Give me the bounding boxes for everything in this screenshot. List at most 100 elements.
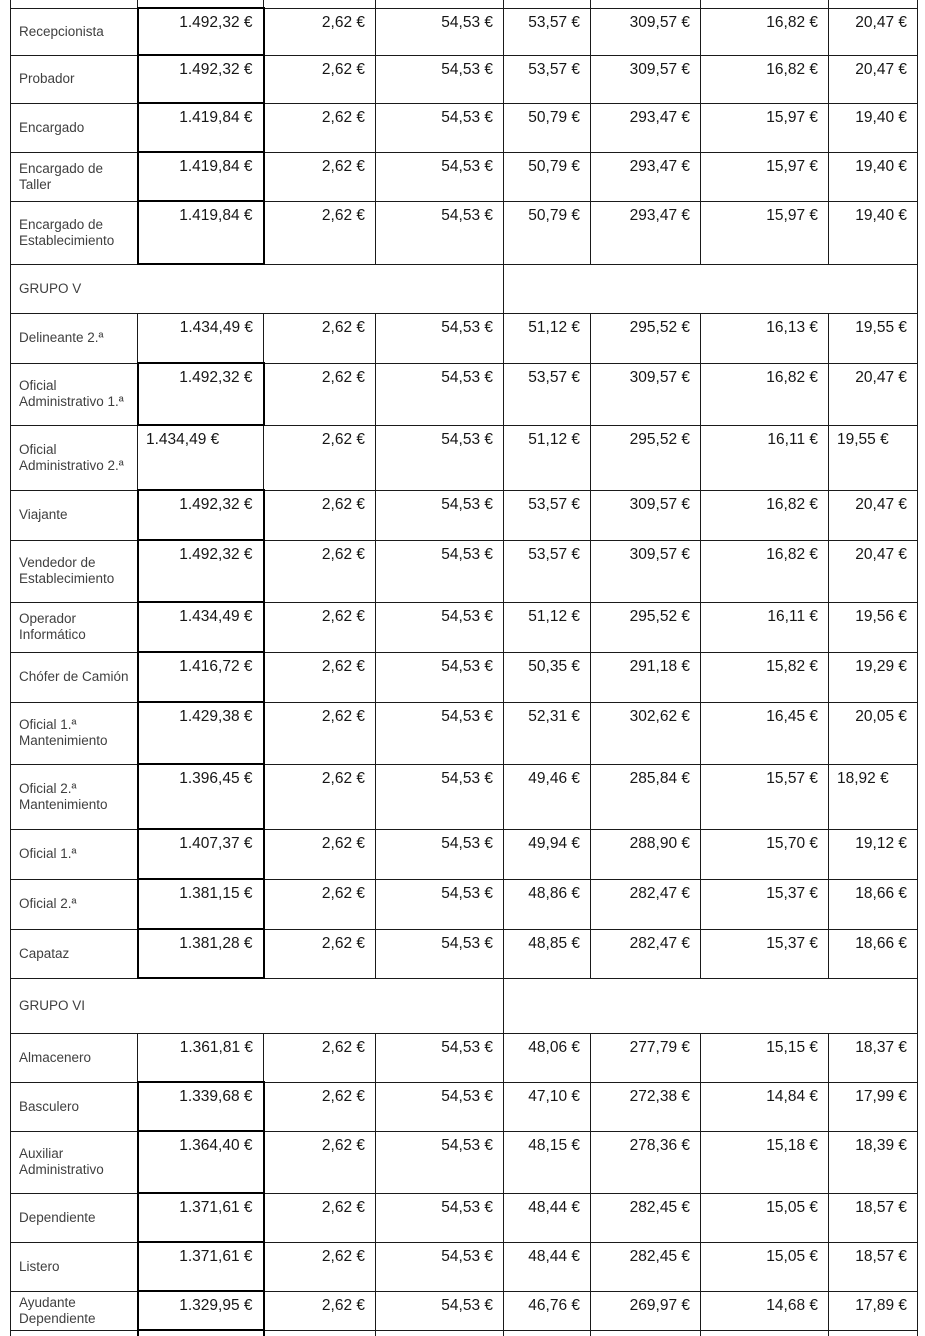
partial-cell — [590, 1329, 701, 1336]
cell-value: 309,57 € — [590, 539, 701, 603]
cell-value: 1.492,32 € — [136, 54, 265, 104]
partial-cell — [263, 1329, 376, 1336]
cell-value: 288,90 € — [590, 828, 701, 880]
partial-cell — [136, 1329, 265, 1336]
row-label: Delineante 2.ª — [10, 312, 138, 364]
cell-value: 2,62 € — [263, 54, 376, 104]
partial-cell — [828, 1329, 918, 1336]
partial-cell — [503, 0, 591, 9]
table-row: Listero 1.371,61 €2,62 €54,53 €48,44 €282… — [10, 1241, 918, 1292]
partial-cell — [137, 0, 264, 9]
cell-value: 1.434,49 € — [137, 312, 264, 364]
cell-value: 2,62 € — [263, 1290, 376, 1331]
cell-value: 1.492,32 € — [136, 362, 265, 426]
cell-value: 2,62 € — [263, 601, 376, 653]
cell-value: 15,05 € — [700, 1241, 829, 1292]
cell-value: 1.396,45 € — [136, 763, 265, 830]
cell-value: 20,47 € — [828, 362, 918, 426]
row-label: Operador Informático — [10, 601, 138, 653]
cell-value: 20,47 € — [828, 539, 918, 603]
cell-value: 19,40 € — [828, 102, 918, 153]
cell-value: 18,92 € — [828, 763, 918, 830]
partial-cell — [375, 1329, 504, 1336]
cell-value: 309,57 € — [590, 362, 701, 426]
cell-value: 2,62 € — [263, 312, 376, 364]
row-label: Auxiliar Administrativo — [10, 1130, 138, 1194]
cell-value: 2,62 € — [263, 1130, 376, 1194]
row-label: Dependiente — [10, 1192, 138, 1243]
table-row: Dependiente 1.371,61 €2,62 €54,53 €48,44 … — [10, 1192, 918, 1243]
cell-value: 15,37 € — [700, 878, 829, 930]
partial-row-top — [10, 0, 918, 9]
cell-value: 282,45 € — [590, 1241, 701, 1292]
cell-value: 52,31 € — [503, 701, 591, 765]
cell-value: 2,62 € — [263, 878, 376, 930]
cell-value: 19,40 € — [828, 200, 918, 265]
cell-value: 18,57 € — [828, 1241, 918, 1292]
cell-value: 48,44 € — [503, 1241, 591, 1292]
table-row: Chófer de Camión 1.416,72 €2,62 €54,53 €5… — [10, 651, 918, 703]
partial-cell — [10, 1329, 138, 1336]
cell-value: 282,47 € — [590, 928, 701, 979]
cell-value: 19,55 € — [828, 424, 918, 491]
cell-value: 14,68 € — [700, 1290, 829, 1331]
table-row: Encargado de Taller 1.419,84 €2,62 €54,53… — [10, 151, 918, 202]
partial-cell — [828, 0, 918, 9]
cell-value: 16,82 € — [700, 7, 829, 56]
cell-value: 1.339,68 € — [136, 1081, 265, 1132]
row-label: Encargado de Establecimiento — [10, 200, 138, 265]
cell-value: 54,53 € — [375, 200, 504, 265]
row-label: Recepcionista — [10, 7, 138, 56]
cell-value: 2,62 € — [263, 1081, 376, 1132]
cell-value: 48,15 € — [503, 1130, 591, 1194]
cell-value: 15,82 € — [700, 651, 829, 703]
row-label: Oficial 2.ª Mantenimiento — [10, 763, 138, 830]
cell-value: 20,05 € — [828, 701, 918, 765]
row-label: Vendedor de Establecimiento — [10, 539, 138, 603]
table-row: Recepcionista 1.492,32 €2,62 €54,53 €53,5… — [10, 7, 918, 56]
cell-value: 2,62 € — [263, 151, 376, 202]
cell-value: 17,89 € — [828, 1290, 918, 1331]
cell-value: 54,53 € — [375, 1032, 504, 1083]
cell-value: 50,79 € — [503, 102, 591, 153]
table-row: Operador Informático 1.434,49 €2,62 €54,5… — [10, 601, 918, 653]
group-label: GRUPO V — [10, 263, 504, 314]
cell-value: 1.492,32 € — [136, 7, 265, 56]
cell-value: 19,29 € — [828, 651, 918, 703]
row-label: Oficial Administrativo 1.ª — [10, 362, 138, 426]
cell-value: 2,62 € — [263, 362, 376, 426]
cell-value: 54,53 € — [375, 424, 504, 491]
cell-value: 16,13 € — [700, 312, 829, 364]
cell-value: 48,86 € — [503, 878, 591, 930]
cell-value: 54,53 € — [375, 1130, 504, 1194]
cell-value: 302,62 € — [590, 701, 701, 765]
cell-value: 19,56 € — [828, 601, 918, 653]
cell-value: 1.371,61 € — [136, 1192, 265, 1243]
table-row: Oficial 1.ª 1.407,37 €2,62 €54,53 €49,94 … — [10, 828, 918, 880]
cell-value: 285,84 € — [590, 763, 701, 830]
cell-value: 1.492,32 € — [136, 539, 265, 603]
cell-value: 50,35 € — [503, 651, 591, 703]
cell-value: 54,53 € — [375, 701, 504, 765]
cell-value: 1.419,84 € — [136, 151, 265, 202]
row-label: Basculero — [10, 1081, 138, 1132]
cell-value: 1.361,81 € — [137, 1032, 264, 1083]
cell-value: 49,46 € — [503, 763, 591, 830]
cell-value: 1.416,72 € — [136, 651, 265, 703]
cell-value: 50,79 € — [503, 151, 591, 202]
cell-value: 309,57 € — [590, 54, 701, 104]
cell-value: 16,82 € — [700, 54, 829, 104]
cell-value: 54,53 € — [375, 7, 504, 56]
cell-value: 1.371,61 € — [136, 1241, 265, 1292]
cell-value: 54,53 € — [375, 102, 504, 153]
table-row: Encargado de Establecimiento 1.419,84 €2,… — [10, 200, 918, 265]
cell-value: 293,47 € — [590, 151, 701, 202]
cell-value: 16,82 € — [700, 362, 829, 426]
cell-value: 15,70 € — [700, 828, 829, 880]
cell-value: 19,40 € — [828, 151, 918, 202]
cell-value: 54,53 € — [375, 539, 504, 603]
cell-value: 54,53 € — [375, 54, 504, 104]
cell-value: 295,52 € — [590, 424, 701, 491]
cell-value: 14,84 € — [700, 1081, 829, 1132]
cell-value: 49,94 € — [503, 828, 591, 880]
